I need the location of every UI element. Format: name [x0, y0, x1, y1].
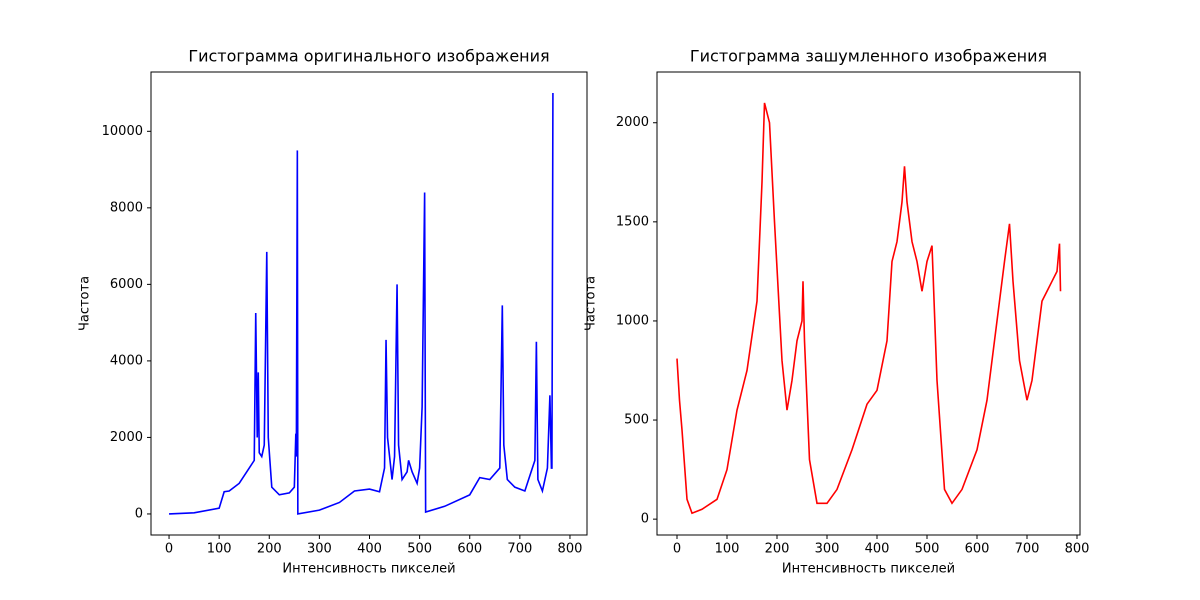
x-tick-label: 500 — [915, 542, 940, 557]
y-tick-label: 6000 — [110, 277, 143, 292]
axes-frame — [150, 71, 588, 536]
x-tick-label: 400 — [865, 542, 890, 557]
x-tick-label: 800 — [1065, 542, 1090, 557]
y-tick-label: 4000 — [110, 353, 143, 368]
x-tick-label: 200 — [765, 542, 790, 557]
y-axis-label: Частота — [584, 276, 599, 331]
x-tick-label: 300 — [815, 542, 840, 557]
x-tick-label: 800 — [558, 542, 583, 557]
x-tick-label: 700 — [507, 542, 532, 557]
x-tick-label: 100 — [715, 542, 740, 557]
x-tick-label: 300 — [307, 542, 332, 557]
x-tick-label: 0 — [673, 542, 681, 557]
axes-frame — [656, 71, 1081, 536]
y-tick-label: 0 — [135, 506, 143, 521]
y-tick-label: 2000 — [110, 430, 143, 445]
y-tick-label: 0 — [641, 512, 649, 527]
chart-title: Гистограмма оригинального изображения — [188, 47, 549, 66]
y-axis-label: Частота — [78, 276, 93, 331]
y-tick-label: 10000 — [102, 124, 143, 139]
y-tick-label: 1000 — [616, 313, 649, 328]
x-tick-label: 700 — [1015, 542, 1040, 557]
x-tick-label: 500 — [407, 542, 432, 557]
data-line — [169, 93, 554, 515]
x-tick-label: 100 — [207, 542, 232, 557]
x-tick-label: 0 — [165, 542, 173, 557]
y-tick-label: 1500 — [616, 214, 649, 229]
x-tick-label: 600 — [457, 542, 482, 557]
x-tick-label: 600 — [965, 542, 990, 557]
y-tick-label: 500 — [624, 413, 649, 428]
y-tick-label: 2000 — [616, 115, 649, 130]
x-tick-label: 200 — [257, 542, 282, 557]
y-tick-label: 8000 — [110, 200, 143, 215]
x-tick-label: 400 — [357, 542, 382, 557]
data-line — [676, 102, 1062, 515]
x-axis-label: Интенсивность пикселей — [282, 562, 455, 577]
chart-title: Гистограмма зашумленного изображения — [690, 47, 1047, 66]
x-axis-label: Интенсивность пикселей — [782, 562, 955, 577]
